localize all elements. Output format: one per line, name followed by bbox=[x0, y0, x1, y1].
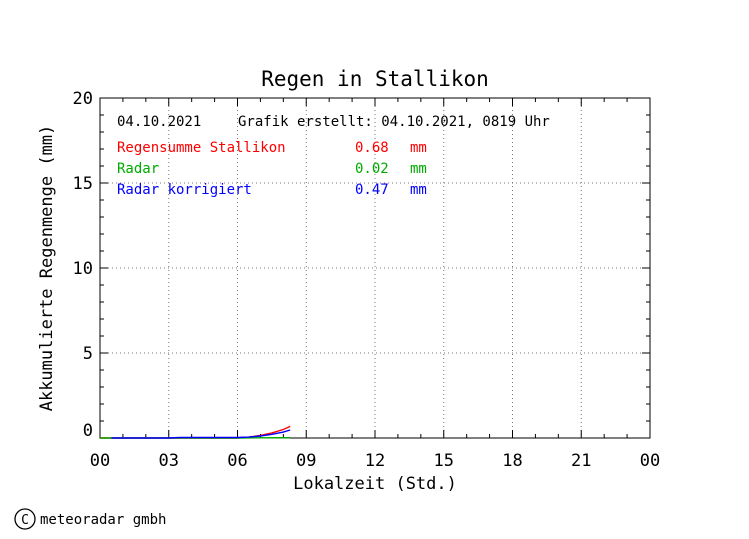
legend-series-name: Radar bbox=[117, 161, 159, 177]
legend-series-total: 0.47 bbox=[355, 182, 389, 198]
chart-grid bbox=[100, 98, 650, 438]
y-tick-label: 0 bbox=[83, 421, 93, 441]
header-date: 04.10.2021 bbox=[117, 114, 201, 130]
legend-series-unit: mm bbox=[410, 182, 427, 198]
legend-series-total: 0.02 bbox=[355, 161, 389, 177]
x-tick-label: 09 bbox=[296, 451, 316, 471]
x-tick-labels: 00 03 06 09 12 15 18 21 00 bbox=[90, 451, 660, 471]
legend-series-unit: mm bbox=[410, 161, 427, 177]
chart-title: Regen in Stallikon bbox=[261, 67, 489, 91]
y-tick-label: 10 bbox=[73, 259, 93, 279]
copyright-circle bbox=[14, 508, 36, 530]
x-tick-label: 06 bbox=[227, 451, 247, 471]
header-created: Grafik erstellt: 04.10.2021, 0819 Uhr bbox=[238, 114, 550, 130]
x-tick-label: 15 bbox=[434, 451, 454, 471]
series-lines bbox=[100, 425, 291, 439]
y-tick-label: 5 bbox=[83, 344, 93, 364]
legend-series-name: Regensumme Stallikon bbox=[117, 140, 286, 156]
x-tick-label: 00 bbox=[640, 451, 660, 471]
y-tick-labels: 0 5 10 15 20 bbox=[73, 89, 93, 441]
x-axis-label: Lokalzeit (Std.) bbox=[293, 474, 457, 494]
plot-frame bbox=[99, 97, 651, 439]
legend-series-name: Radar korrigiert bbox=[117, 182, 252, 198]
legend: Regensumme Stallikon 0.68 mm Radar 0.02 mm Rad… bbox=[117, 140, 427, 198]
y-axis-label: Akkumulierte Regenmenge (mm) bbox=[37, 125, 57, 412]
x-tick-label: 00 bbox=[90, 451, 110, 471]
x-tick-label: 18 bbox=[502, 451, 522, 471]
y-tick-label: 20 bbox=[73, 89, 93, 109]
x-tick-label: 03 bbox=[159, 451, 179, 471]
copyright-logo: C bbox=[14, 508, 36, 530]
y-tick-label: 15 bbox=[73, 174, 93, 194]
x-tick-label: 21 bbox=[571, 451, 591, 471]
minor-ticks bbox=[99, 97, 651, 439]
legend-series-unit: mm bbox=[410, 140, 427, 156]
series-line bbox=[111, 429, 291, 439]
footer-company: meteoradar gmbh bbox=[40, 512, 166, 528]
copyright-symbol: C bbox=[21, 513, 29, 528]
x-tick-label: 12 bbox=[365, 451, 385, 471]
legend-series-total: 0.68 bbox=[355, 140, 389, 156]
